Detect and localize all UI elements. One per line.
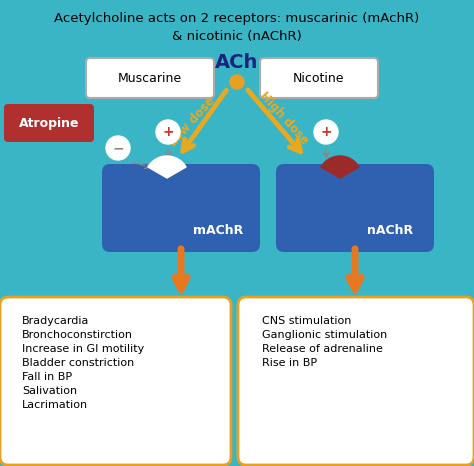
Text: CNS stimulation
Ganglionic stimulation
Release of adrenaline
Rise in BP: CNS stimulation Ganglionic stimulation R… [262,316,387,368]
Text: mAChR: mAChR [193,224,243,237]
Text: Bradycardia
Bronchoconstirction
Increase in GI motility
Bladder constriction
Fal: Bradycardia Bronchoconstirction Increase… [22,316,144,410]
FancyBboxPatch shape [276,164,434,252]
Text: Acetylcholine acts on 2 receptors: muscarinic (mAchR): Acetylcholine acts on 2 receptors: musca… [55,12,419,25]
Circle shape [314,120,338,144]
Text: Nicotine: Nicotine [293,71,345,84]
FancyBboxPatch shape [0,297,231,465]
Text: & nicotinic (nAChR): & nicotinic (nAChR) [172,30,302,43]
FancyBboxPatch shape [260,58,378,98]
Text: nAChR: nAChR [367,224,413,237]
Text: Low dose: Low dose [166,95,218,149]
Text: Atropine: Atropine [19,116,79,130]
FancyBboxPatch shape [102,164,260,252]
Text: +: + [320,125,332,139]
Wedge shape [321,156,359,178]
Text: −: − [112,141,124,155]
Text: +: + [162,125,174,139]
Wedge shape [148,156,186,178]
FancyBboxPatch shape [86,58,214,98]
Circle shape [156,120,180,144]
Circle shape [230,75,244,89]
Circle shape [106,136,130,160]
FancyBboxPatch shape [238,297,474,465]
Text: High dose: High dose [257,89,311,147]
Text: Muscarine: Muscarine [118,71,182,84]
Text: ACh: ACh [215,53,259,71]
FancyBboxPatch shape [4,104,94,142]
